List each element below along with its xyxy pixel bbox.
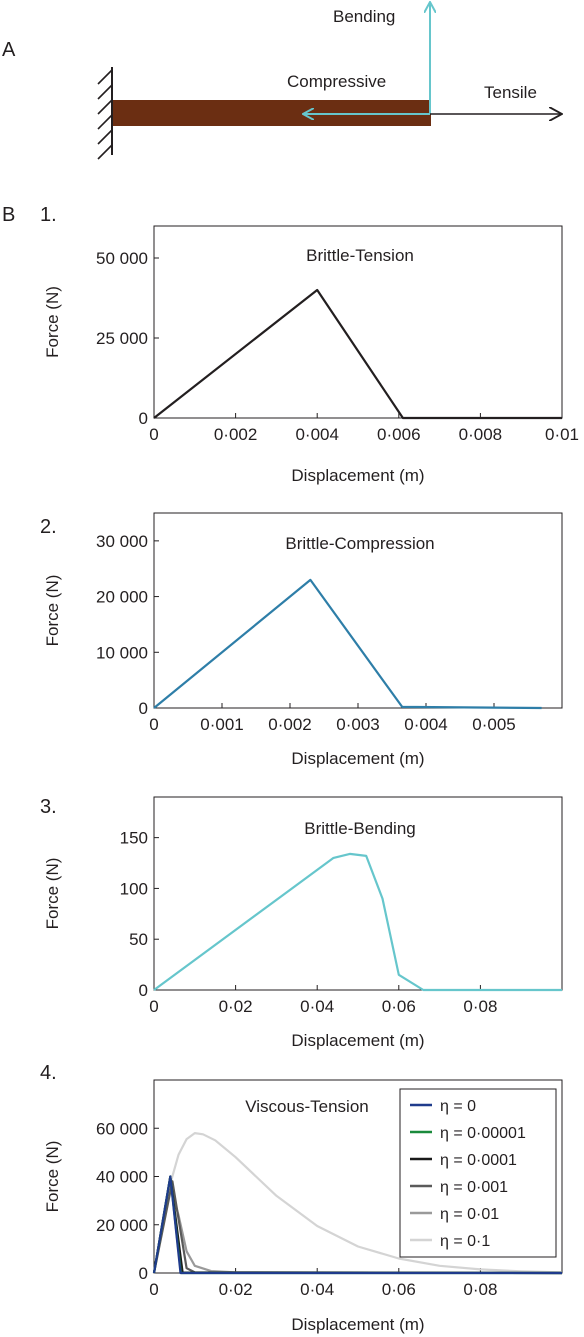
y-tick-label: 100 [120, 879, 148, 898]
x-tick-label: 0 [149, 1280, 158, 1299]
series-line-6 [152, 1131, 563, 1274]
y-tick-label: 0 [139, 981, 148, 1000]
chart-title: Brittle-Tension [306, 246, 414, 265]
legend-label-3: η = 0·0001 [440, 1152, 517, 1169]
panel-a-letter: A [2, 39, 16, 61]
y-tick-label: 0 [139, 699, 148, 718]
wall-support [97, 67, 113, 160]
series-line-1 [152, 1175, 562, 1275]
series-line-1 [153, 578, 542, 710]
x-axis-label: Displacement (m) [291, 466, 424, 485]
x-axis-label: Displacement (m) [291, 749, 424, 768]
x-tick-label: 0·08 [463, 1280, 497, 1299]
legend: η = 0 η = 0·00001 η = 0·0001 η = 0·001 η = 0… [399, 1088, 557, 1258]
x-tick-label: 0·002 [268, 715, 311, 734]
compressive-label: Compressive [287, 72, 386, 91]
x-tick-label: 0·002 [214, 425, 257, 444]
y-axis-label: Force (N) [43, 575, 62, 647]
x-tick-label: 0·006 [377, 425, 420, 444]
legend-label-2: η = 0·00001 [440, 1125, 526, 1142]
chart-number: 4. [40, 1062, 57, 1084]
y-tick-label: 60 000 [96, 1119, 148, 1138]
x-tick-label: 0·004 [295, 425, 338, 444]
x-tick-label: 0·08 [463, 997, 497, 1016]
y-tick-label: 20 000 [96, 1216, 148, 1235]
x-axis-label: Displacement (m) [291, 1031, 424, 1050]
y-tick-label: 40 000 [96, 1168, 148, 1187]
x-tick-label: 0·04 [300, 997, 334, 1016]
y-tick-label: 30 000 [96, 532, 148, 551]
legend-label-6: η = 0·1 [440, 1233, 490, 1250]
chart-4: 0 0·02 0·04 0·06 0·08 0 20 000 40 000 60 000 4. Vi… [40, 1062, 563, 1334]
x-tick-label: 0·02 [219, 1280, 253, 1299]
y-tick-label: 150 [120, 829, 148, 848]
y-tick-label: 50 000 [96, 249, 148, 268]
legend-label-5: η = 0·01 [440, 1206, 499, 1223]
x-tick-label: 0·02 [219, 997, 253, 1016]
plot-frame [153, 225, 563, 419]
chart-2: 0 0·001 0·002 0·003 0·004 0·005 0 10 000 20 000 3… [40, 512, 563, 768]
x-tick-label: 0·06 [382, 1280, 416, 1299]
chart-title: Brittle-Compression [285, 534, 434, 553]
x-axis-label: Displacement (m) [291, 1315, 424, 1334]
y-axis-label: Force (N) [43, 858, 62, 930]
chart-number: 1. [40, 204, 57, 226]
x-tick-label: 0·06 [382, 997, 416, 1016]
y-tick-label: 0 [139, 1264, 148, 1283]
legend-label-1: η = 0 [440, 1098, 476, 1115]
x-tick-label: 0 [149, 425, 158, 444]
y-tick-label: 25 000 [96, 329, 148, 348]
plot-frame [153, 796, 563, 991]
y-tick-label: 50 [129, 930, 148, 949]
chart-3: 0 0·02 0·04 0·06 0·08 0 50 100 150 3. Brittle-Bend… [40, 796, 563, 1050]
panel-a: A Bending Compressive Tensile [2, 2, 562, 160]
x-tick-label: 0·008 [459, 425, 502, 444]
x-tick-label: 0·003 [336, 715, 379, 734]
x-tick-label: 0 [149, 997, 158, 1016]
tensile-label: Tensile [484, 83, 537, 102]
y-tick-label: 10 000 [96, 643, 148, 662]
chart-number: 2. [40, 516, 57, 538]
chart-1: 0 0·002 0·004 0·006 0·008 0·01 0 25 000 50 000 1.… [40, 204, 579, 485]
y-tick-label: 0 [139, 409, 148, 428]
legend-box [399, 1088, 557, 1258]
chart-number: 3. [40, 796, 57, 818]
y-axis-label: Force (N) [43, 286, 62, 358]
chart-title: Viscous-Tension [245, 1097, 368, 1116]
x-tick-label: 0·004 [404, 715, 447, 734]
panel-b-letter: B [2, 204, 15, 226]
series-line-1 [153, 852, 562, 992]
chart-title: Brittle-Bending [304, 819, 416, 838]
x-tick-label: 0 [149, 715, 158, 734]
bending-label: Bending [333, 7, 395, 26]
x-tick-label: 0·005 [472, 715, 515, 734]
y-axis-label: Force (N) [43, 1141, 62, 1213]
x-tick-label: 0·04 [300, 1280, 334, 1299]
x-tick-label: 0·001 [200, 715, 243, 734]
y-tick-label: 20 000 [96, 588, 148, 607]
series-line-1 [153, 288, 562, 420]
legend-label-4: η = 0·001 [440, 1179, 508, 1196]
x-tick-label: 0·01 [545, 425, 579, 444]
